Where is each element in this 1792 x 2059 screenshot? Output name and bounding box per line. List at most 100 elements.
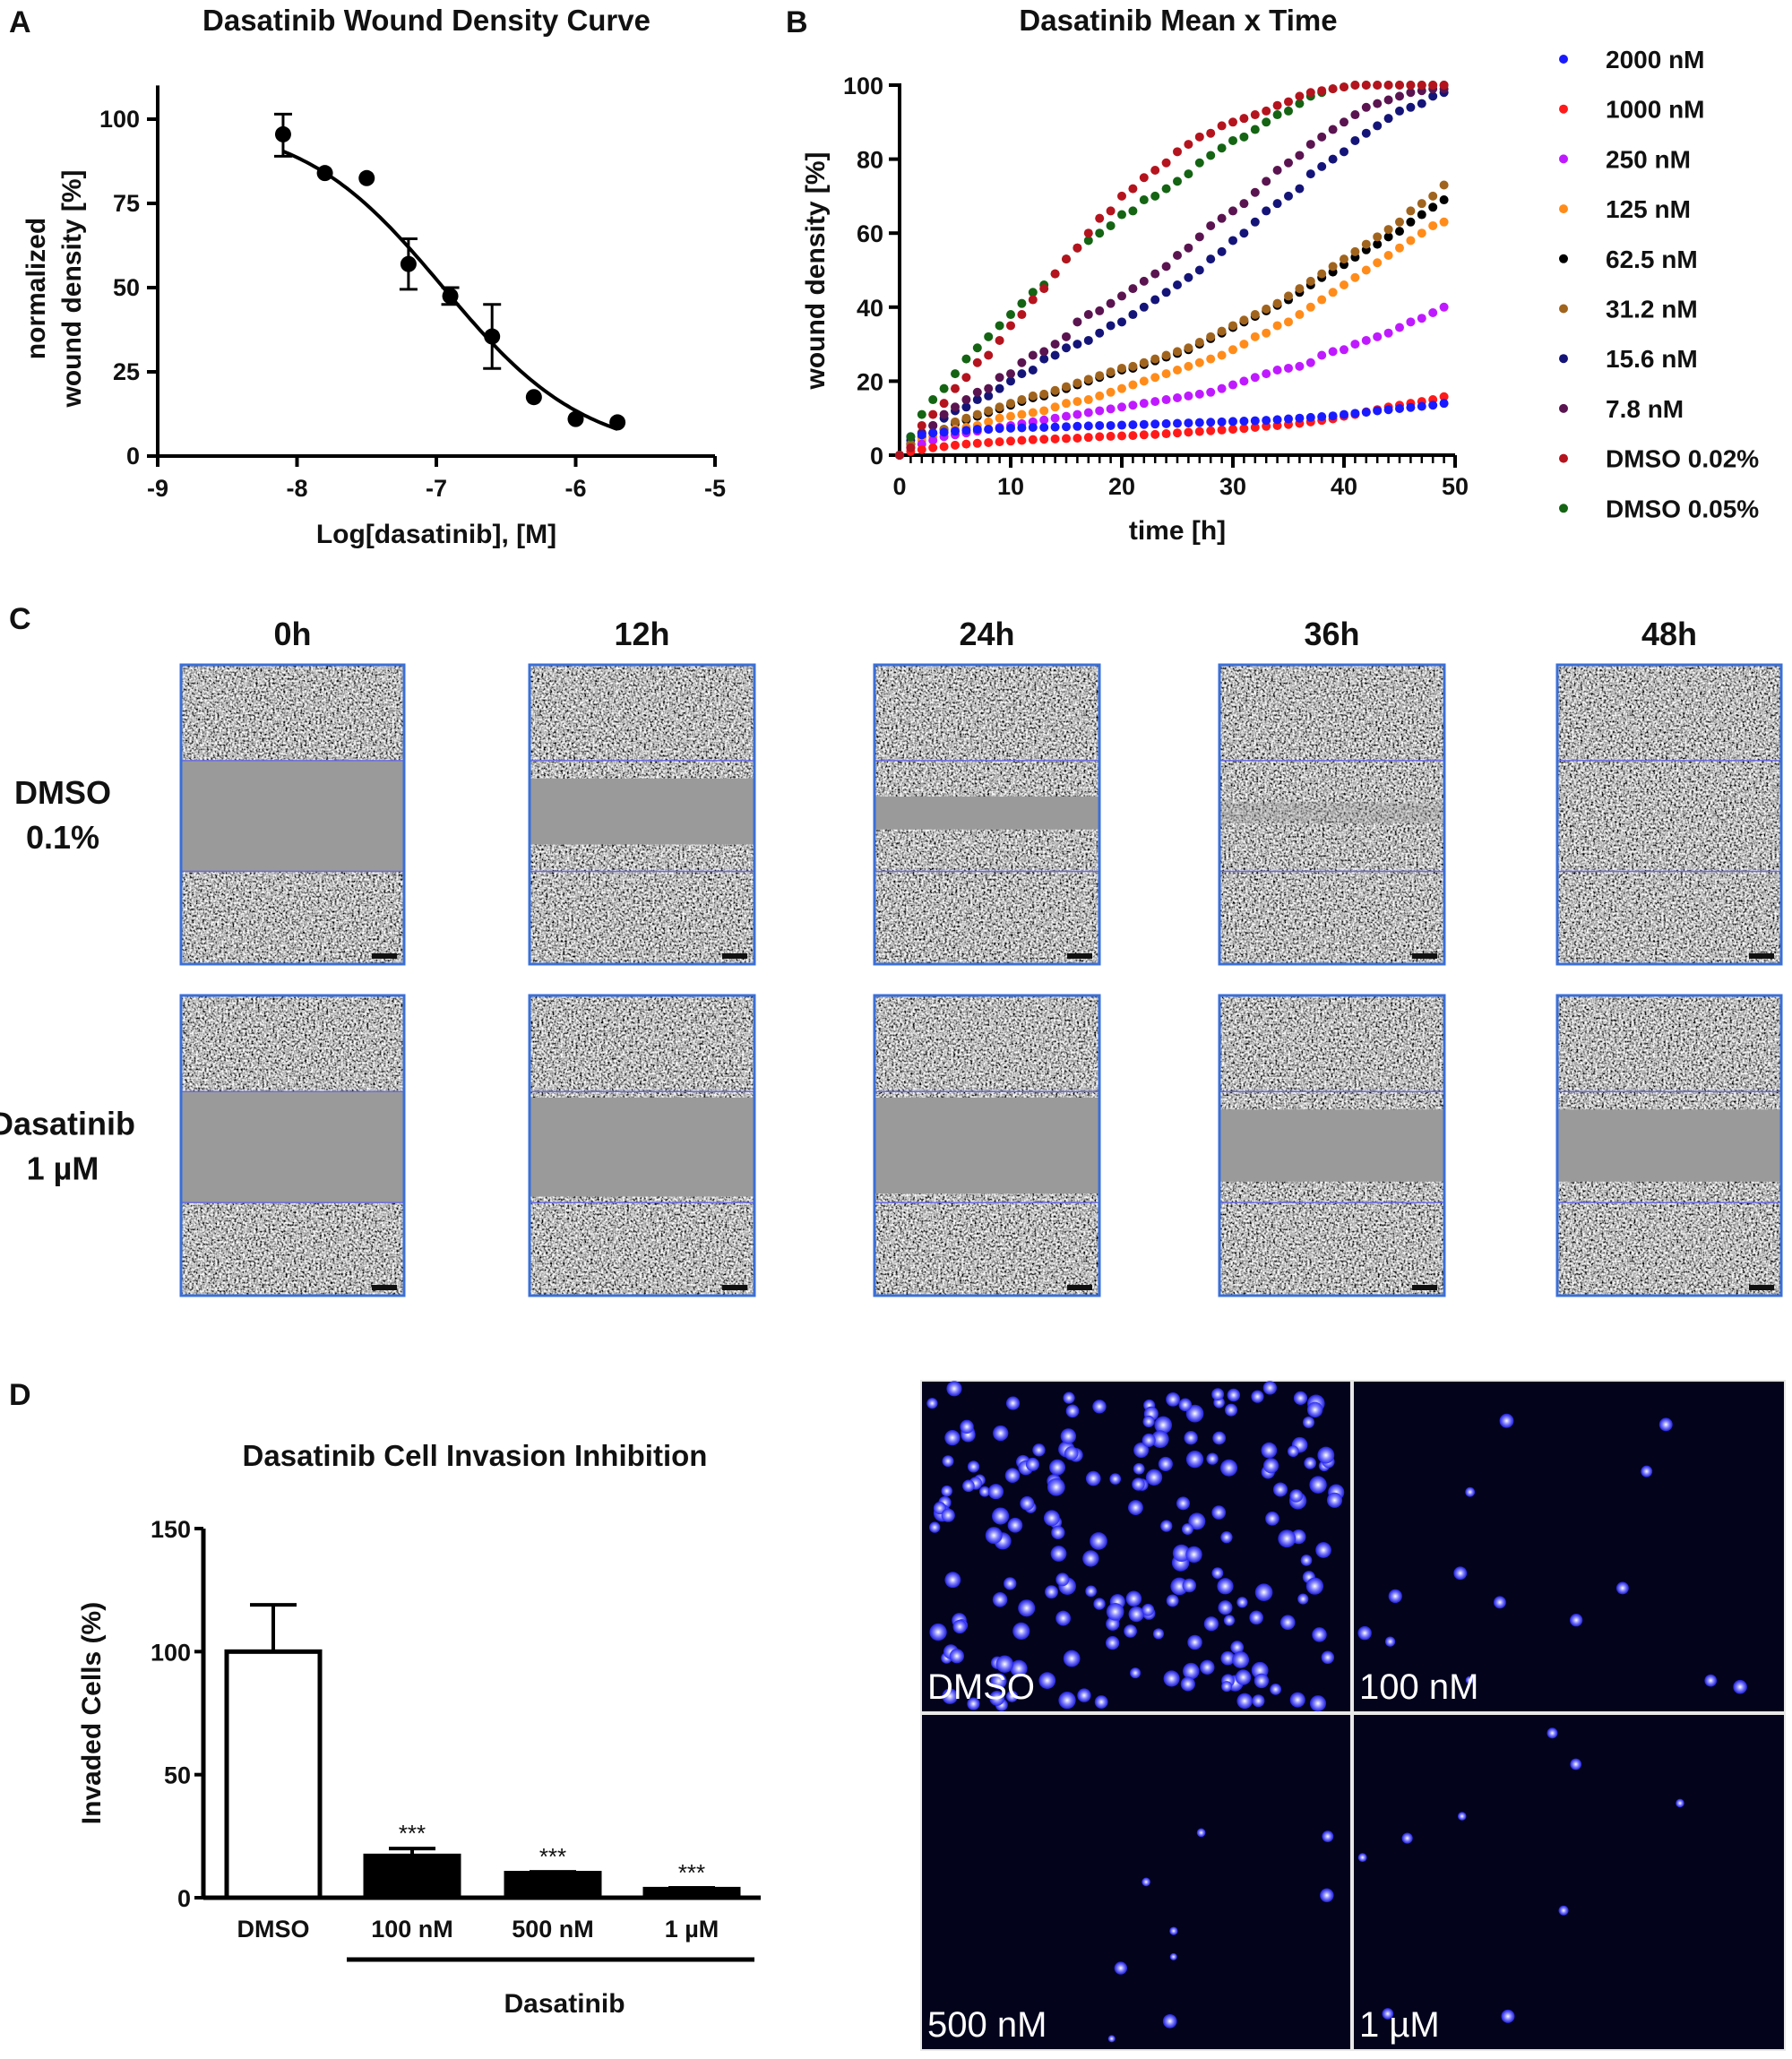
- image-border: [1555, 663, 1783, 966]
- data-point: [1184, 243, 1193, 253]
- stained-nucleus: [1217, 1578, 1234, 1595]
- stained-nucleus: [1109, 1473, 1122, 1485]
- x-tick-label: 20: [1108, 473, 1135, 500]
- data-point: [1028, 391, 1038, 401]
- data-point: [1284, 363, 1293, 373]
- data-point: [1050, 413, 1060, 423]
- stained-nucleus: [1558, 1905, 1569, 1916]
- stained-nucleus: [1676, 1798, 1684, 1808]
- data-point: [1295, 151, 1305, 160]
- stained-nucleus: [1230, 1641, 1245, 1654]
- stained-nucleus: [1206, 1452, 1219, 1465]
- data-point: [1050, 385, 1060, 395]
- legend-item: 31.2 nM: [1559, 296, 1698, 323]
- stained-nucleus: [1047, 1477, 1065, 1496]
- data-point: [1439, 399, 1449, 409]
- stained-nucleus: [1025, 1457, 1039, 1471]
- data-point: [995, 335, 1004, 345]
- image-border: [873, 663, 1101, 966]
- data-point: [1073, 397, 1082, 407]
- image-border: [179, 663, 406, 966]
- data-point: [951, 440, 960, 450]
- data-point: [939, 427, 949, 437]
- data-point: [1017, 409, 1027, 419]
- image-label: 500 nM: [927, 2005, 1047, 2045]
- stained-nucleus: [1185, 1404, 1204, 1423]
- data-point: [1206, 387, 1216, 397]
- data-point: [1184, 343, 1193, 353]
- stained-nucleus: [949, 1649, 964, 1664]
- stained-nucleus: [942, 1688, 959, 1704]
- stained-nucleus: [1128, 1606, 1144, 1623]
- stained-nucleus: [1570, 1614, 1583, 1627]
- data-point: [1417, 81, 1426, 90]
- data-point: [961, 413, 971, 423]
- wound-micrograph: [528, 994, 756, 1297]
- legend-marker: [1559, 154, 1568, 164]
- legend-label: 250 nM: [1606, 145, 1691, 173]
- data-point: [1139, 302, 1149, 312]
- data-point: [1017, 395, 1027, 405]
- stained-nucleus: [1051, 1525, 1065, 1540]
- stained-nucleus: [1322, 1831, 1334, 1842]
- stained-nucleus: [1124, 1624, 1137, 1638]
- data-point: [1161, 369, 1171, 379]
- data-point: [1161, 184, 1171, 194]
- data-point: [1117, 363, 1126, 373]
- data-point: [1106, 321, 1116, 331]
- data-point: [972, 387, 982, 397]
- data-point: [1106, 404, 1116, 414]
- column-header: 12h: [614, 616, 669, 652]
- data-point: [1017, 298, 1027, 308]
- data-point: [1083, 395, 1093, 405]
- stained-nucleus: [1152, 1628, 1164, 1640]
- data-point: [1106, 387, 1116, 397]
- stained-nucleus: [1166, 1594, 1179, 1607]
- wound-gap: [1557, 1109, 1781, 1182]
- wound-micrograph: [1555, 663, 1783, 966]
- data-point: [1228, 236, 1237, 246]
- data-point: [1340, 345, 1348, 355]
- stained-nucleus: [1185, 1546, 1202, 1564]
- stained-nucleus: [1184, 1431, 1198, 1445]
- stained-nucleus: [1058, 1692, 1076, 1710]
- data-point: [1305, 169, 1315, 179]
- stained-nucleus: [1043, 1510, 1060, 1527]
- stained-nucleus: [1494, 1596, 1506, 1609]
- data-point: [1217, 121, 1227, 131]
- stained-nucleus: [944, 1572, 961, 1589]
- stained-nucleus: [1265, 1512, 1279, 1526]
- data-point: [1206, 220, 1216, 230]
- data-point: [1340, 409, 1348, 419]
- data-point: [1073, 317, 1082, 327]
- x-tick-label: -6: [564, 475, 586, 502]
- stained-nucleus: [1321, 1650, 1335, 1664]
- data-point: [1206, 332, 1216, 341]
- wound-gap: [181, 1091, 404, 1203]
- data-point: [1228, 425, 1237, 435]
- stained-nucleus: [1300, 1555, 1313, 1566]
- data-point: [1328, 262, 1338, 271]
- image-label: 100 nM: [1359, 1667, 1478, 1707]
- stained-nucleus: [995, 1655, 1013, 1673]
- data-point: [1262, 206, 1271, 216]
- data-point: [1194, 358, 1204, 367]
- stained-nucleus: [1279, 1615, 1296, 1631]
- bar: [504, 1871, 602, 1900]
- data-point: [1161, 395, 1171, 405]
- stained-nucleus: [1154, 1416, 1172, 1434]
- stained-nucleus: [1092, 1400, 1107, 1414]
- image-border: [179, 994, 406, 1297]
- data-point: [609, 414, 626, 431]
- data-point: [1206, 151, 1216, 160]
- data-point: [1340, 254, 1348, 264]
- stained-nucleus: [1183, 1662, 1200, 1680]
- data-point: [1417, 314, 1426, 323]
- data-point: [1250, 125, 1260, 134]
- significance-label: ***: [399, 1820, 426, 1847]
- x-tick-label: 0: [892, 473, 906, 500]
- stained-nucleus: [1130, 1667, 1142, 1679]
- data-point: [1239, 228, 1249, 238]
- stained-nucleus: [1249, 1610, 1263, 1625]
- stained-nucleus: [1004, 1468, 1021, 1483]
